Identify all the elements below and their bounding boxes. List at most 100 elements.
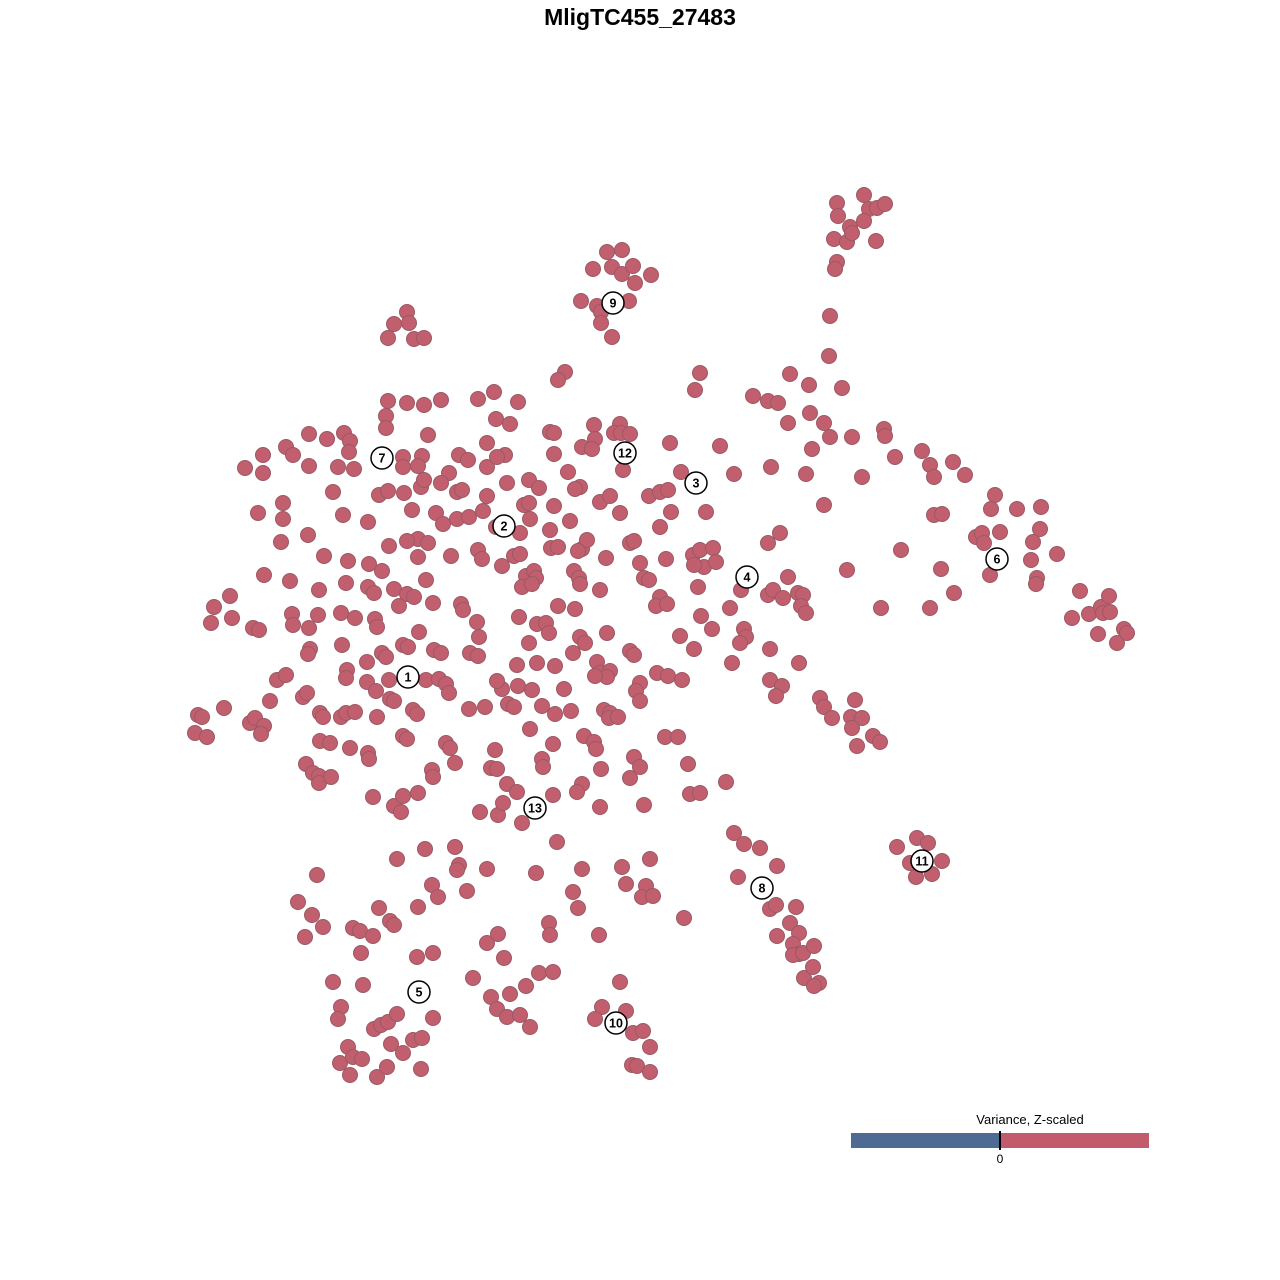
data-point — [361, 556, 377, 572]
data-point — [441, 685, 457, 701]
svg-text:1: 1 — [405, 671, 412, 685]
data-point — [598, 550, 614, 566]
data-point — [479, 935, 495, 951]
data-point — [399, 731, 415, 747]
data-point — [673, 464, 689, 480]
data-point — [381, 538, 397, 554]
data-point — [632, 693, 648, 709]
data-point — [301, 458, 317, 474]
data-point — [521, 495, 537, 511]
data-point — [780, 415, 796, 431]
data-point — [395, 459, 411, 475]
data-point — [1032, 521, 1048, 537]
data-point — [806, 938, 822, 954]
data-point — [987, 487, 1003, 503]
data-point — [1102, 604, 1118, 620]
data-point — [443, 548, 459, 564]
data-point — [550, 598, 566, 614]
data-point — [847, 692, 863, 708]
cluster-label: 3 — [684, 471, 708, 495]
data-point — [301, 426, 317, 442]
data-point — [416, 330, 432, 346]
data-point — [572, 576, 588, 592]
data-point — [1090, 626, 1106, 642]
data-point — [591, 927, 607, 943]
data-point — [588, 741, 604, 757]
data-point — [502, 416, 518, 432]
data-point — [338, 670, 354, 686]
cluster-label: 8 — [750, 876, 774, 900]
data-point — [224, 610, 240, 626]
data-point — [509, 657, 525, 673]
cluster-label: 5 — [407, 980, 431, 1004]
data-point — [369, 709, 385, 725]
data-point — [705, 540, 721, 556]
data-point — [330, 1011, 346, 1027]
data-point — [477, 699, 493, 715]
data-point — [194, 709, 210, 725]
data-point — [512, 1007, 528, 1023]
data-point — [506, 699, 522, 715]
cluster-label: 10 — [604, 1011, 628, 1035]
data-point — [315, 919, 331, 935]
cluster-label: 9 — [601, 291, 625, 315]
data-point — [371, 900, 387, 916]
data-point — [587, 668, 603, 684]
data-point — [529, 655, 545, 671]
data-point — [816, 415, 832, 431]
data-point — [379, 1059, 395, 1075]
data-point — [381, 672, 397, 688]
data-point — [816, 497, 832, 513]
data-point — [893, 542, 909, 558]
data-point — [531, 965, 547, 981]
data-point — [704, 621, 720, 637]
data-point — [1049, 546, 1065, 562]
data-point — [547, 658, 563, 674]
data-point — [736, 836, 752, 852]
data-point — [822, 308, 838, 324]
data-point — [365, 928, 381, 944]
data-point — [433, 645, 449, 661]
data-point — [386, 693, 402, 709]
data-point — [872, 734, 888, 750]
data-point — [545, 964, 561, 980]
data-point — [983, 501, 999, 517]
data-point — [957, 467, 973, 483]
data-point — [618, 876, 634, 892]
data-point — [430, 889, 446, 905]
data-point — [290, 894, 306, 910]
data-point — [643, 267, 659, 283]
data-point — [769, 858, 785, 874]
data-point — [546, 446, 562, 462]
data-point — [570, 543, 586, 559]
data-point — [658, 551, 674, 567]
data-point — [361, 751, 377, 767]
data-point — [496, 950, 512, 966]
svg-text:12: 12 — [618, 447, 632, 461]
data-point — [199, 729, 215, 745]
data-point — [522, 511, 538, 527]
svg-text:4: 4 — [744, 571, 751, 585]
data-point — [563, 703, 579, 719]
data-point — [479, 861, 495, 877]
data-point — [1064, 610, 1080, 626]
data-point — [822, 429, 838, 445]
data-point — [411, 624, 427, 640]
data-point — [332, 1055, 348, 1071]
data-point — [425, 769, 441, 785]
data-point — [347, 610, 363, 626]
data-point — [1025, 534, 1041, 550]
data-point — [546, 425, 562, 441]
data-point — [262, 693, 278, 709]
data-point — [383, 1036, 399, 1052]
plot-title: MligTC455_27483 — [544, 4, 736, 30]
data-point — [531, 480, 547, 496]
data-point — [712, 438, 728, 454]
data-point — [360, 514, 376, 530]
data-point — [365, 789, 381, 805]
data-point — [366, 585, 382, 601]
data-point — [770, 395, 786, 411]
data-point — [585, 261, 601, 277]
data-point — [690, 579, 706, 595]
data-point — [834, 380, 850, 396]
